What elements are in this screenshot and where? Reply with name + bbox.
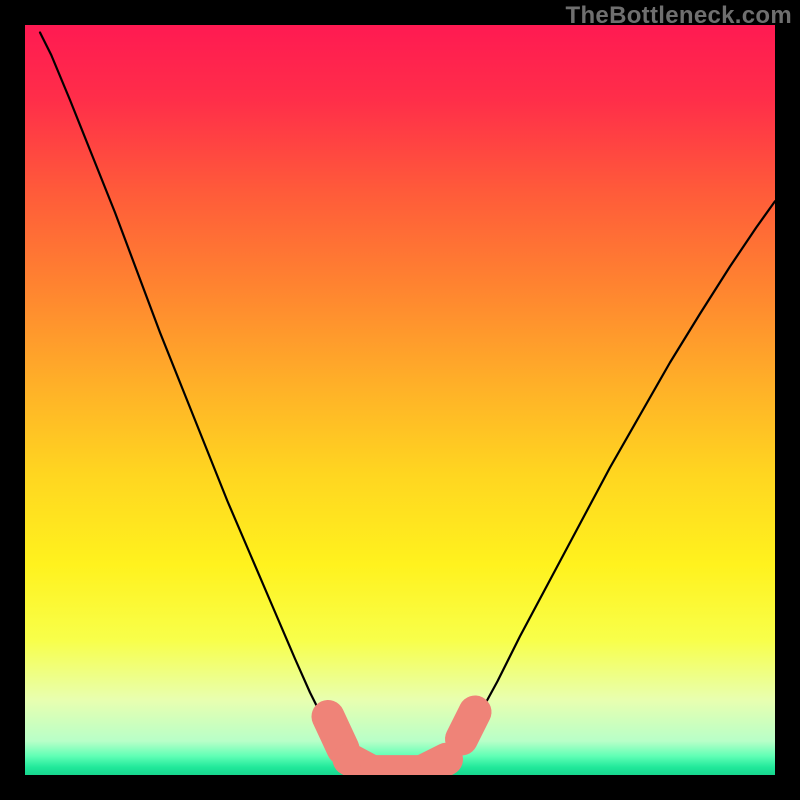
plot-area — [25, 25, 775, 775]
chart-stage: TheBottleneck.com — [0, 0, 800, 800]
marker-capsule — [462, 712, 476, 739]
gradient-background — [25, 25, 775, 775]
plot-svg — [25, 25, 775, 775]
marker-capsule — [328, 717, 343, 749]
marker-capsule — [424, 759, 447, 770]
